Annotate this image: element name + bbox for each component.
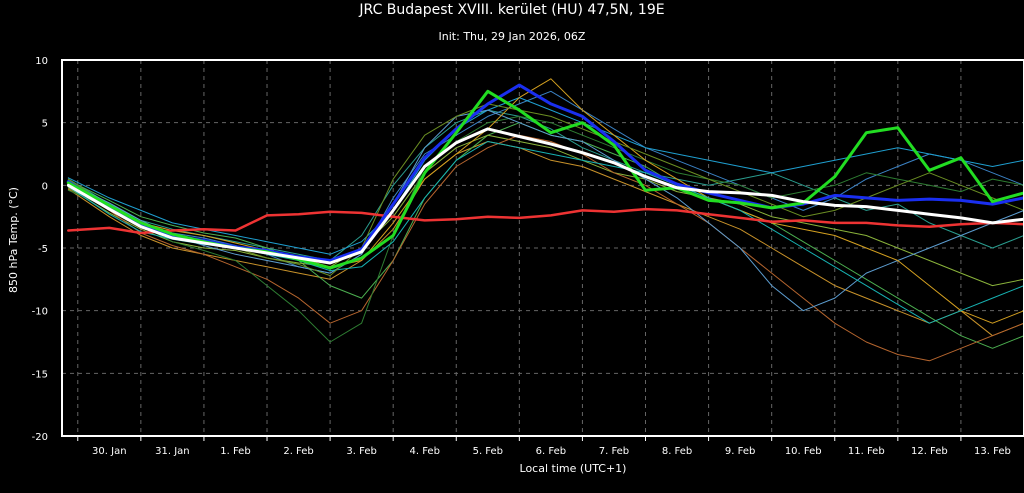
ensemble-member-line [67,78,1024,324]
x-tick-label: 8. Feb [662,446,692,457]
x-axis-label: Local time (UTC+1) [520,462,627,475]
x-tick-label: 30. Jan [92,446,127,457]
y-axis-label: 850 hPa Temp. (°C) [7,187,20,293]
x-tick-label: 10. Feb [785,446,822,457]
ensemble-member-line [67,134,1024,362]
plot-frame [61,59,1024,437]
ensemble-member-line [67,109,1024,312]
mean-line [66,127,1024,265]
y-axis-ticks: 10 5 0 -5 -10 -15 -20 [32,56,48,443]
y-tick-label: 5 [42,119,48,130]
x-tick-label: 1. Feb [220,446,250,457]
y-tick-label: -10 [32,307,48,318]
grid-lines [62,60,1024,436]
ensemble-member-line [67,115,1024,343]
x-tick-label: 5. Feb [473,446,503,457]
x-tick-label: 2. Feb [283,446,313,457]
ensemble-members [67,78,1024,362]
x-tick-label: 7. Feb [599,446,629,457]
y-tick-label: 10 [35,56,48,67]
y-tick-label: -20 [32,432,48,443]
y-tick-label: -15 [32,369,48,380]
main-lines [66,83,1024,270]
plot-area [66,78,1024,362]
ensemble-member-line [67,134,1024,287]
y-tick-label: -5 [38,244,48,255]
x-tick-label: 6. Feb [536,446,566,457]
ensemble-member-line [67,109,1024,261]
x-tick-label: 13. Feb [974,446,1011,457]
x-tick-label: 12. Feb [911,446,948,457]
ensemble-member-line [67,90,1024,274]
x-tick-label: 4. Feb [410,446,440,457]
x-tick-label: 31. Jan [155,446,190,457]
ensemble-member-line [67,122,1024,349]
x-tick-label: 11. Feb [848,446,885,457]
x-tick-label: 9. Feb [725,446,755,457]
y-tick-label: 0 [42,181,48,192]
ensemble-member-line [67,141,1024,324]
climate-line [67,207,1024,235]
x-tick-label: 3. Feb [346,446,376,457]
chart-title: JRC Budapest XVIII. kerület (HU) 47,5N, … [359,2,665,18]
ensemble-member-line [67,141,1024,337]
chart-subtitle: Init: Thu, 29 Jan 2026, 06Z [438,30,586,43]
ensemble-member-line [67,97,1024,255]
x-axis-ticks: 30. Jan 31. Jan 1. Feb 2. Feb 3. Feb 4. Feb 5.… [77,436,1011,457]
